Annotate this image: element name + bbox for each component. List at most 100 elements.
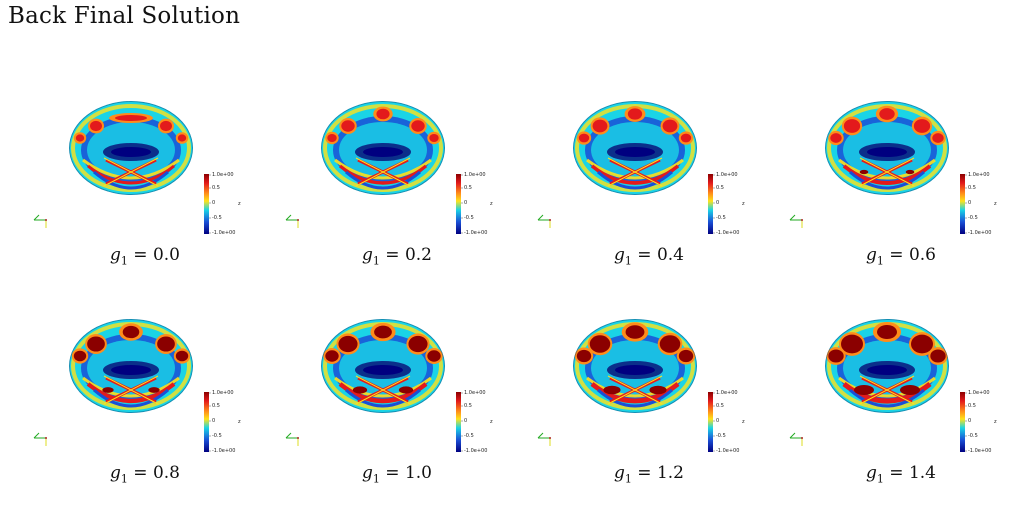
colorbar-tick-label: 0.5 xyxy=(968,403,976,409)
torus-panel: 1.0e+00 0.5 0 -0.5 -1.0e+00 z g1 = 1.4 xyxy=(786,318,1016,518)
caption-equals: = xyxy=(883,463,909,483)
colorbar-tick-label: -0.5 xyxy=(212,215,222,221)
torus-surface xyxy=(321,319,445,413)
torus-surface xyxy=(573,101,697,195)
colorbar-axis-label: z xyxy=(742,419,745,425)
caption-value: 1.4 xyxy=(908,463,936,483)
torus-panel: 1.0e+00 0.5 0 -0.5 -1.0e+00 z g1 = 0.4 xyxy=(534,100,764,300)
orientation-axes-icon xyxy=(285,432,299,446)
panel-caption: g1 = 0.8 xyxy=(30,463,260,485)
colorbar-tick-label: 0.5 xyxy=(212,403,220,409)
torus-panel: 1.0e+00 0.5 0 -0.5 -1.0e+00 z g1 = 0.2 xyxy=(282,100,512,300)
panel-caption: g1 = 0.2 xyxy=(282,245,512,267)
torus-surface xyxy=(825,319,949,413)
caption-variable: g xyxy=(110,245,121,265)
colorbar-tick-label: -1.0e+00 xyxy=(968,448,991,454)
caption-equals: = xyxy=(631,463,657,483)
colorbar-tick-label: 0.5 xyxy=(716,185,724,191)
colorbar-tick-label: -1.0e+00 xyxy=(212,230,235,236)
torus-panel: 1.0e+00 0.5 0 -0.5 -1.0e+00 z g1 = 0.8 xyxy=(30,318,260,518)
torus-surface xyxy=(825,101,949,195)
torus-surface xyxy=(69,101,193,195)
caption-equals: = xyxy=(127,245,153,265)
torus-surface xyxy=(573,319,697,413)
colorbar-tick-label: 0 xyxy=(968,200,971,206)
caption-variable: g xyxy=(110,463,121,483)
panel-caption: g1 = 1.0 xyxy=(282,463,512,485)
caption-value: 1.2 xyxy=(656,463,684,483)
caption-subscript: 1 xyxy=(372,254,380,268)
colorbar-tick-label: 1.0e+00 xyxy=(212,390,234,396)
colorbar-axis-label: z xyxy=(742,201,745,207)
colorbar-tick-label: 0.5 xyxy=(464,185,472,191)
colorbar-tick-label: 1.0e+00 xyxy=(464,390,486,396)
colorbar: 1.0e+00 0.5 0 -0.5 -1.0e+00 z xyxy=(204,172,241,236)
torus-panel: 1.0e+00 0.5 0 -0.5 -1.0e+00 z g1 = 0.6 xyxy=(786,100,1016,300)
caption-equals: = xyxy=(379,463,405,483)
caption-subscript: 1 xyxy=(372,472,380,486)
caption-subscript: 1 xyxy=(876,254,884,268)
colorbar-tick-label: 0.5 xyxy=(716,403,724,409)
caption-equals: = xyxy=(127,463,153,483)
torus-panel: 1.0e+00 0.5 0 -0.5 -1.0e+00 z g1 = 0.0 xyxy=(30,100,260,300)
colorbar-axis-label: z xyxy=(994,201,997,207)
caption-value: 0.6 xyxy=(908,245,936,265)
caption-equals: = xyxy=(883,245,909,265)
torus-panel: 1.0e+00 0.5 0 -0.5 -1.0e+00 z g1 = 1.0 xyxy=(282,318,512,518)
colorbar-tick-label: -0.5 xyxy=(968,215,978,221)
colorbar-axis-label: z xyxy=(994,419,997,425)
panel-caption: g1 = 1.2 xyxy=(534,463,764,485)
caption-subscript: 1 xyxy=(876,472,884,486)
colorbar: 1.0e+00 0.5 0 -0.5 -1.0e+00 z xyxy=(456,390,493,454)
colorbar-tick-label: -1.0e+00 xyxy=(464,448,487,454)
caption-variable: g xyxy=(614,463,625,483)
page-title: Back Final Solution xyxy=(8,3,241,29)
colorbar-axis-label: z xyxy=(490,419,493,425)
colorbar-tick-label: 0 xyxy=(716,418,719,424)
colorbar-tick-label: 1.0e+00 xyxy=(464,172,486,178)
colorbar-tick-label: 0 xyxy=(212,418,215,424)
caption-equals: = xyxy=(379,245,405,265)
orientation-axes-icon xyxy=(33,214,47,228)
caption-value: 0.8 xyxy=(152,463,180,483)
colorbar: 1.0e+00 0.5 0 -0.5 -1.0e+00 z xyxy=(960,390,997,454)
colorbar-axis-label: z xyxy=(490,201,493,207)
caption-variable: g xyxy=(614,245,625,265)
caption-value: 0.0 xyxy=(152,245,180,265)
panel-caption: g1 = 0.4 xyxy=(534,245,764,267)
caption-equals: = xyxy=(631,245,657,265)
colorbar-tick-label: 0 xyxy=(464,418,467,424)
colorbar-tick-label: -1.0e+00 xyxy=(464,230,487,236)
caption-subscript: 1 xyxy=(624,254,632,268)
orientation-axes-icon xyxy=(537,214,551,228)
panel-caption: g1 = 0.0 xyxy=(30,245,260,267)
panel-caption: g1 = 1.4 xyxy=(786,463,1016,485)
colorbar: 1.0e+00 0.5 0 -0.5 -1.0e+00 z xyxy=(708,172,745,236)
caption-subscript: 1 xyxy=(120,472,128,486)
colorbar-tick-label: -0.5 xyxy=(212,433,222,439)
caption-variable: g xyxy=(866,245,877,265)
caption-value: 0.4 xyxy=(656,245,684,265)
orientation-axes-icon xyxy=(285,214,299,228)
colorbar-tick-label: 0.5 xyxy=(212,185,220,191)
colorbar-tick-label: -1.0e+00 xyxy=(716,448,739,454)
colorbar-tick-label: 1.0e+00 xyxy=(212,172,234,178)
colorbar-tick-label: -0.5 xyxy=(968,433,978,439)
colorbar-tick-label: -1.0e+00 xyxy=(968,230,991,236)
colorbar-axis-label: z xyxy=(238,419,241,425)
orientation-axes-icon xyxy=(789,432,803,446)
colorbar-tick-label: 0.5 xyxy=(464,403,472,409)
colorbar-axis-label: z xyxy=(238,201,241,207)
colorbar: 1.0e+00 0.5 0 -0.5 -1.0e+00 z xyxy=(708,390,745,454)
colorbar-tick-label: 1.0e+00 xyxy=(716,172,738,178)
caption-variable: g xyxy=(866,463,877,483)
caption-subscript: 1 xyxy=(624,472,632,486)
colorbar-tick-label: 0 xyxy=(716,200,719,206)
orientation-axes-icon xyxy=(33,432,47,446)
caption-variable: g xyxy=(362,463,373,483)
colorbar-tick-label: 0 xyxy=(464,200,467,206)
panel-caption: g1 = 0.6 xyxy=(786,245,1016,267)
colorbar-tick-label: 1.0e+00 xyxy=(716,390,738,396)
colorbar-tick-label: 0 xyxy=(212,200,215,206)
orientation-axes-icon xyxy=(537,432,551,446)
